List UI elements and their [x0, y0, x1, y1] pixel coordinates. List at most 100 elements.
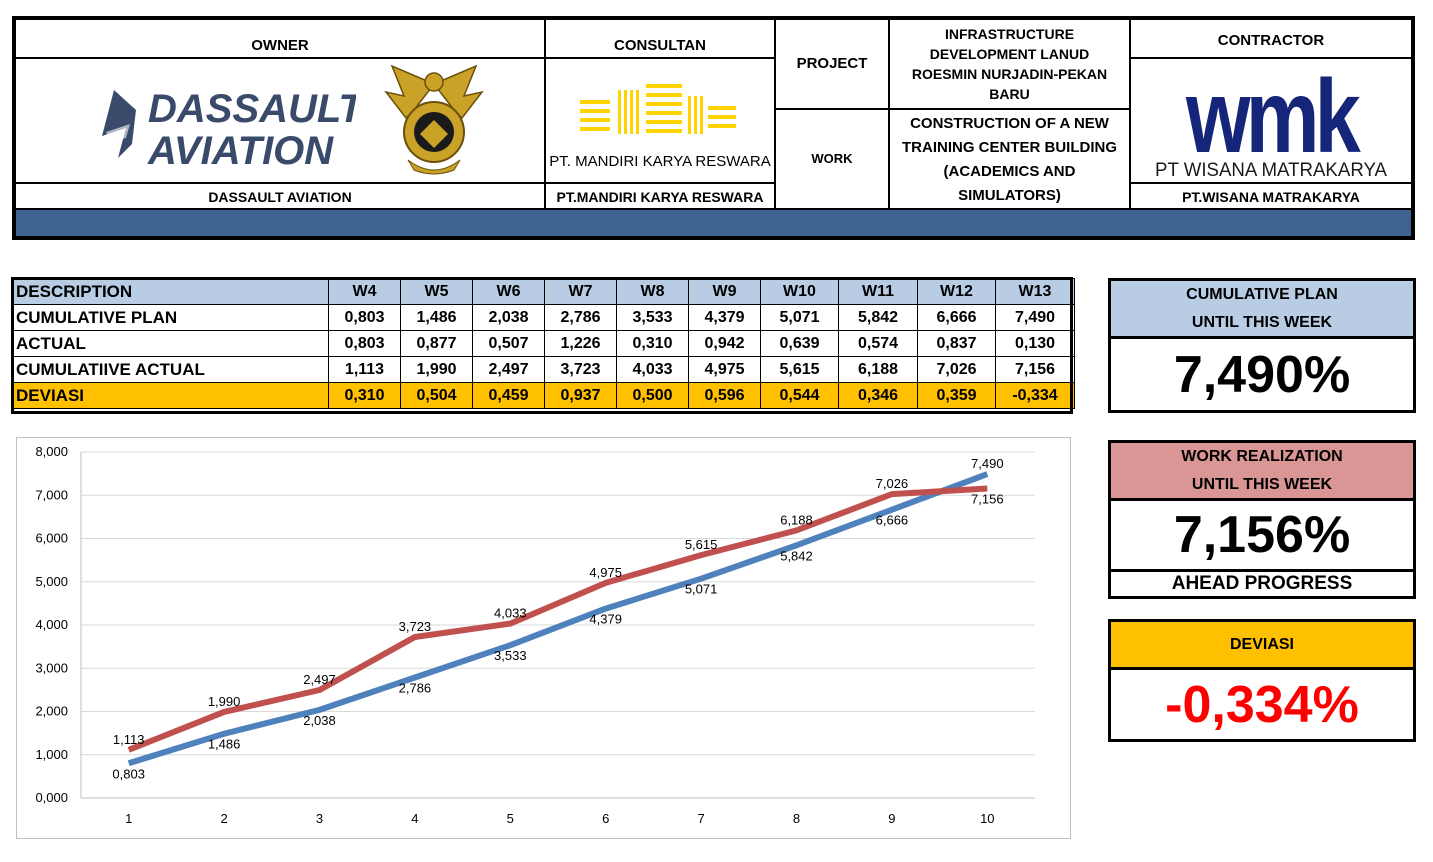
- table-cell: 7,490: [995, 304, 1075, 331]
- series-line-2: [127, 485, 988, 753]
- dassault-logo-line1: DASSAULT: [148, 87, 356, 131]
- chart-canvas: 0,000 1,000 2,000 3,000 4,000 5,000 6,000 7,000…: [35, 444, 1035, 826]
- data-label: 6,666: [876, 513, 909, 528]
- data-label: 1,990: [208, 694, 241, 709]
- table-cell: 6,188: [838, 356, 918, 383]
- x-tick-label: 10: [980, 811, 994, 826]
- week-header: W7: [544, 278, 617, 305]
- table-cell: 3,533: [616, 304, 689, 331]
- work-realization-box: WORK REALIZATION UNTIL THIS WEEK 7,156% …: [1108, 440, 1416, 599]
- work-realization-line1: WORK REALIZATION: [1181, 447, 1343, 465]
- week-header: W9: [688, 278, 761, 305]
- data-label: 2,038: [303, 713, 336, 728]
- dassault-aviation-logo: DASSAULT AVIATION: [96, 80, 366, 173]
- x-tick-label: 4: [411, 811, 418, 826]
- deviasi-value: -0,334%: [1165, 675, 1359, 734]
- row-label: CUMULATIVE PLAN: [12, 304, 329, 331]
- data-label: 0,803: [112, 766, 145, 781]
- project-value: INFRASTRUCTURE DEVELOPMENT LANUD ROESMIN…: [911, 26, 1108, 102]
- cumulative-plan-caption: CUMULATIVE PLAN UNTIL THIS WEEK: [1111, 281, 1413, 339]
- y-tick-label: 4,000: [35, 617, 68, 632]
- consultant-logo-text: PT. MANDIRI KARYA RESWARA: [549, 153, 771, 170]
- table-cell: 0,596: [688, 382, 761, 409]
- table-cell: 1,486: [400, 304, 473, 331]
- week-header: W4: [328, 278, 401, 305]
- y-tick-label: 3,000: [35, 660, 68, 675]
- data-label: 4,033: [494, 606, 527, 621]
- table-cell: 0,837: [917, 330, 996, 357]
- data-label: 2,786: [399, 681, 432, 696]
- week-header: W6: [472, 278, 545, 305]
- data-label: 5,842: [780, 548, 813, 563]
- x-tick-label: 1: [125, 811, 132, 826]
- data-label: 3,723: [399, 619, 432, 634]
- table-cell: 0,500: [616, 382, 689, 409]
- data-label: 4,379: [589, 612, 622, 627]
- table-cell: 7,156: [995, 356, 1075, 383]
- table-cell: 4,975: [688, 356, 761, 383]
- deviasi-box: DEVIASI -0,334%: [1108, 619, 1416, 742]
- table-cell: 5,071: [760, 304, 839, 331]
- table-cell: 0,459: [472, 382, 545, 409]
- x-tick-label: 6: [602, 811, 609, 826]
- header-band: [16, 208, 1411, 236]
- table-header-row: DESCRIPTION W4 W5 W6 W7 W8 W9 W10 W11 W1…: [12, 278, 1075, 305]
- data-label: 3,533: [494, 648, 527, 663]
- week-header: W8: [616, 278, 689, 305]
- consultant-logo: [578, 82, 738, 142]
- table-row: CUMULATIVE PLAN 0,803 1,486 2,038 2,786 …: [12, 304, 1075, 331]
- owner-name: DASSAULT AVIATION: [208, 189, 352, 205]
- table-cell: 0,507: [472, 330, 545, 357]
- table-cell: 7,026: [917, 356, 996, 383]
- y-tick-label: 6,000: [35, 531, 68, 546]
- week-header: W10: [760, 278, 839, 305]
- week-header: W5: [400, 278, 473, 305]
- cumulative-plan-box: CUMULATIVE PLAN UNTIL THIS WEEK 7,490%: [1108, 278, 1416, 413]
- owner-label: OWNER: [251, 37, 309, 54]
- cumulative-plan-value: 7,490%: [1173, 345, 1351, 404]
- table-cell: 0,130: [995, 330, 1075, 357]
- progress-table: DESCRIPTION W4 W5 W6 W7 W8 W9 W10 W11 W1…: [12, 278, 1075, 409]
- data-label: 6,188: [780, 512, 813, 527]
- data-label: 5,615: [685, 537, 718, 552]
- table-cell: 0,803: [328, 304, 401, 331]
- x-tick-label: 2: [220, 811, 227, 826]
- deviasi-caption: DEVIASI: [1111, 622, 1413, 670]
- week-header: W13: [995, 278, 1075, 305]
- wmk-logo: wmk PT WISANA MATRAKARYA: [1131, 59, 1411, 182]
- series-line-1: [127, 471, 989, 767]
- work-realization-line2: UNTIL THIS WEEK: [1191, 475, 1333, 493]
- table-cell: 3,723: [544, 356, 617, 383]
- y-tick-label: 8,000: [35, 444, 68, 459]
- table-cell: 0,359: [917, 382, 996, 409]
- project-label: PROJECT: [796, 55, 868, 72]
- data-label: 7,026: [876, 476, 909, 491]
- y-tick-label: 1,000: [35, 747, 68, 762]
- y-tick-label: 0,000: [35, 790, 68, 805]
- work-realization-value: 7,156%: [1173, 506, 1351, 564]
- consultant-label: CONSULTAN: [614, 37, 706, 54]
- table-cell: 0,544: [760, 382, 839, 409]
- row-label: DEVIASI: [12, 382, 329, 409]
- table-cell: 5,615: [760, 356, 839, 383]
- table-cell: 0,639: [760, 330, 839, 357]
- data-label: 1,113: [113, 732, 145, 747]
- table-cell: 0,803: [328, 330, 401, 357]
- table-cell: 2,786: [544, 304, 617, 331]
- work-label: WORK: [811, 151, 853, 166]
- y-tick-label: 7,000: [35, 487, 68, 502]
- cumulative-plan-line1: CUMULATIVE PLAN: [1186, 285, 1338, 303]
- table-cell: 5,842: [838, 304, 918, 331]
- data-label: 4,975: [589, 565, 622, 580]
- week-header: W11: [838, 278, 918, 305]
- data-label: 2,497: [303, 672, 336, 687]
- cumulative-plan-line2: UNTIL THIS WEEK: [1191, 313, 1333, 331]
- data-label: 7,490: [971, 456, 1004, 471]
- table-cell: 0,877: [400, 330, 473, 357]
- table-row: CUMULATIIVE ACTUAL 1,113 1,990 2,497 3,7…: [12, 356, 1075, 383]
- table-row: ACTUAL 0,803 0,877 0,507 1,226 0,310 0,9…: [12, 330, 1075, 357]
- table-cell: 0,937: [544, 382, 617, 409]
- x-tick-label: 7: [697, 811, 704, 826]
- description-header: DESCRIPTION: [12, 278, 329, 305]
- progress-line-chart: 0,000 1,000 2,000 3,000 4,000 5,000 6,000 7,000…: [16, 437, 1071, 839]
